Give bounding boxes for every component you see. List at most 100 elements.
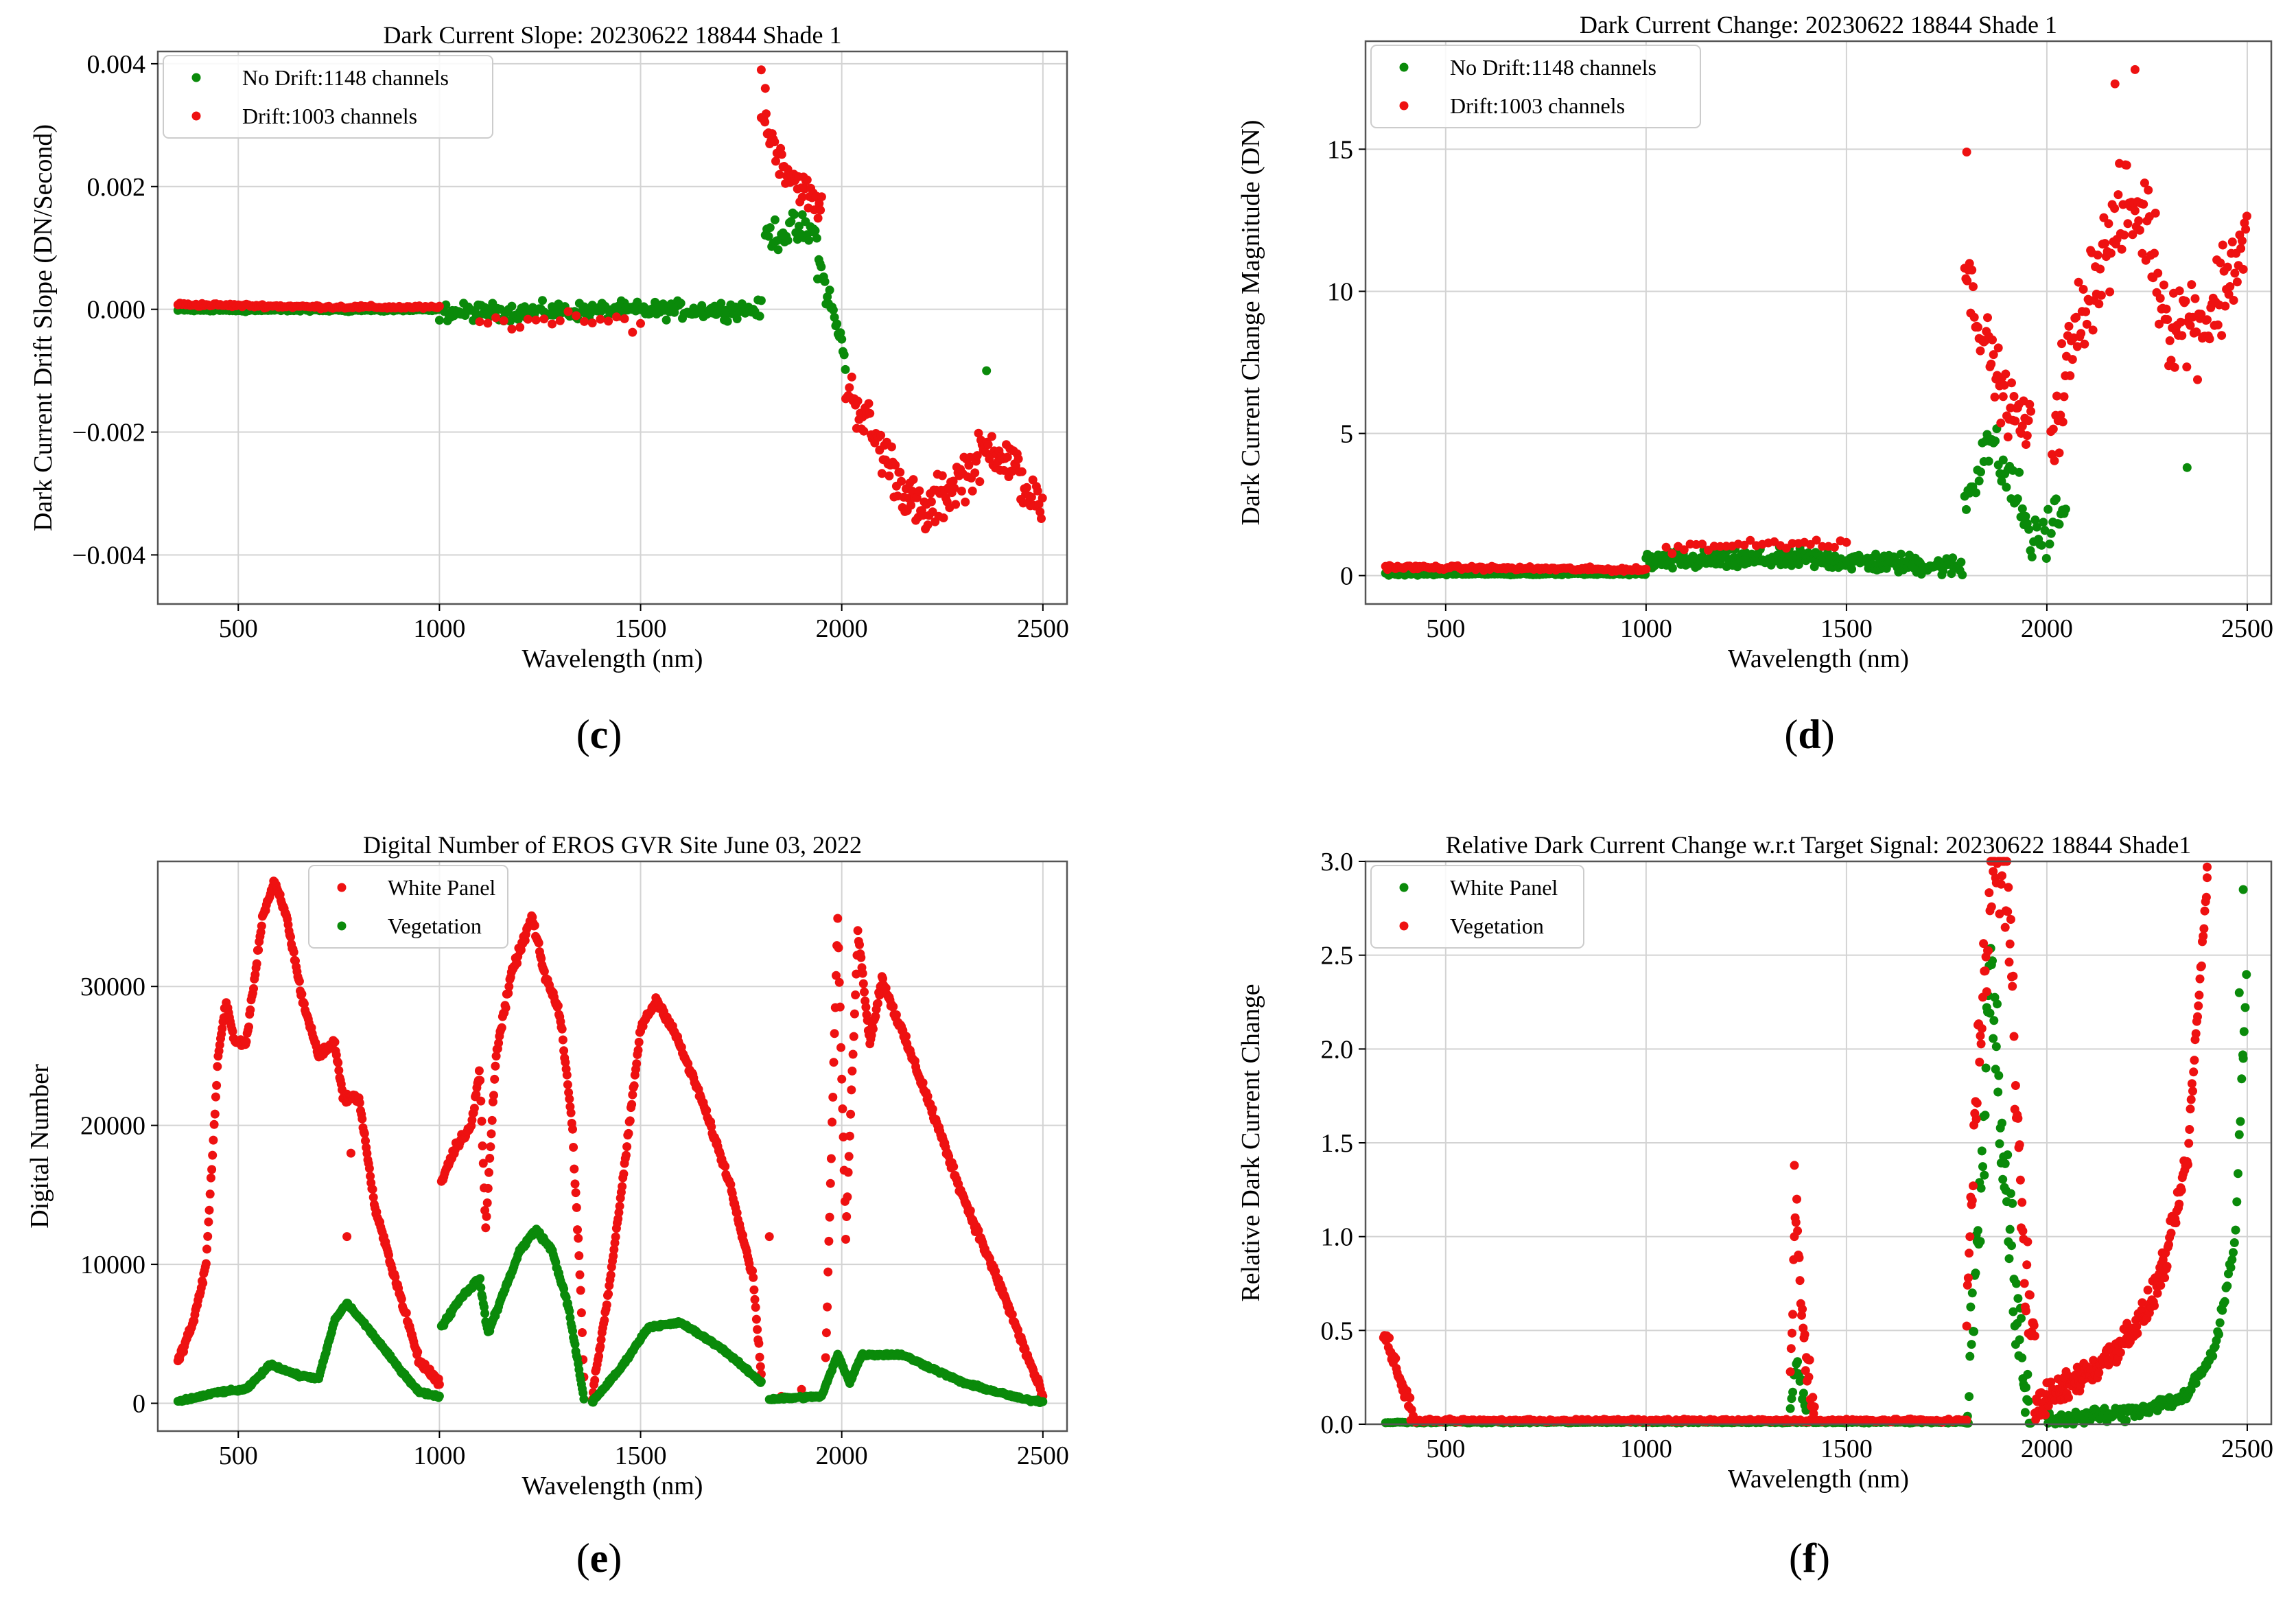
- data-point: [937, 471, 947, 480]
- data-point: [828, 305, 838, 315]
- data-point: [825, 1179, 835, 1188]
- data-point: [756, 296, 766, 305]
- data-point: [1033, 486, 1042, 496]
- data-point: [2041, 554, 2051, 563]
- data-point: [961, 497, 970, 507]
- data-point: [2220, 1297, 2229, 1306]
- data-point: [212, 1080, 222, 1090]
- data-point: [2011, 416, 2020, 426]
- data-point: [580, 316, 589, 326]
- y-tick-label: 1.0: [1321, 1223, 1354, 1252]
- data-point: [2234, 988, 2244, 997]
- data-point: [838, 1104, 847, 1113]
- data-point: [2162, 304, 2171, 314]
- data-point: [732, 1208, 742, 1218]
- data-point: [476, 1076, 485, 1085]
- data-point: [494, 1038, 504, 1048]
- data-point: [1998, 1118, 2006, 1128]
- data-point: [2229, 1248, 2238, 1257]
- data-point: [609, 1245, 619, 1254]
- data-point: [604, 1289, 613, 1299]
- data-point: [487, 1115, 497, 1125]
- data-point: [1788, 1387, 1798, 1397]
- data-point: [1038, 494, 1047, 503]
- data-point: [624, 1128, 633, 1138]
- y-tick-label: 3.0: [1321, 848, 1354, 877]
- data-point: [2015, 1335, 2024, 1345]
- data-point: [2177, 331, 2187, 340]
- data-point: [970, 468, 980, 478]
- data-point: [2122, 161, 2131, 170]
- panel-label: (e): [576, 1535, 622, 1581]
- data-point: [1793, 1357, 1803, 1367]
- data-point: [847, 1066, 857, 1076]
- data-point: [2176, 317, 2186, 327]
- data-point: [830, 1029, 839, 1038]
- data-point: [2104, 219, 2113, 229]
- data-point: [477, 1117, 487, 1126]
- data-point: [1976, 1039, 1986, 1049]
- data-point: [2166, 1229, 2176, 1238]
- data-point: [2017, 1353, 2027, 1362]
- data-point: [2008, 971, 2018, 981]
- data-point: [1661, 542, 1671, 552]
- data-point: [1984, 888, 1994, 898]
- data-point: [891, 1010, 901, 1019]
- data-point: [397, 1295, 406, 1304]
- data-point: [812, 233, 821, 243]
- data-point: [676, 299, 686, 308]
- data-point: [2004, 883, 2013, 892]
- legend-box: [1370, 45, 1701, 128]
- x-tick-label: 2500: [1017, 614, 1069, 643]
- data-point: [795, 222, 804, 231]
- data-point: [1808, 1393, 1818, 1402]
- data-point: [770, 137, 780, 147]
- legend-marker: [1399, 101, 1409, 111]
- data-point: [1978, 1162, 1987, 1172]
- data-point: [627, 1100, 637, 1109]
- data-point: [2234, 1169, 2242, 1179]
- legend-label: White Panel: [1450, 875, 1558, 900]
- data-point: [1963, 276, 1972, 286]
- data-point: [2039, 518, 2048, 527]
- data-point: [491, 1052, 501, 1061]
- data-point: [2236, 1117, 2245, 1126]
- data-point: [2208, 1351, 2218, 1361]
- data-point: [358, 1114, 367, 1124]
- data-point: [1977, 1024, 1987, 1033]
- data-point: [604, 316, 613, 326]
- data-point: [1969, 1327, 1979, 1336]
- data-point: [2226, 1263, 2236, 1273]
- data-point: [2094, 1368, 2104, 1378]
- data-point: [877, 469, 887, 478]
- data-point: [848, 1049, 858, 1059]
- data-point: [2162, 1262, 2172, 1271]
- data-point: [859, 426, 869, 436]
- data-point: [573, 1225, 582, 1235]
- data-point: [983, 440, 993, 450]
- data-point: [846, 1109, 856, 1119]
- data-point: [548, 319, 557, 329]
- data-point: [2008, 982, 2017, 991]
- data-point: [244, 1022, 253, 1032]
- data-point: [2195, 974, 2205, 984]
- data-point: [764, 231, 773, 241]
- data-point: [2027, 552, 2037, 561]
- data-point: [590, 1375, 600, 1385]
- data-point: [1998, 1174, 2008, 1184]
- data-point: [2093, 251, 2102, 260]
- data-point: [1990, 393, 2000, 402]
- legend-marker: [191, 73, 201, 82]
- data-point: [504, 982, 514, 991]
- data-point: [1641, 564, 1651, 574]
- x-tick-label: 1000: [413, 1441, 465, 1470]
- data-point: [2009, 1032, 2019, 1041]
- data-point: [2009, 392, 2019, 401]
- data-point: [878, 974, 887, 984]
- data-point: [845, 1131, 854, 1141]
- data-point: [2007, 378, 2016, 388]
- data-point: [753, 1325, 762, 1334]
- data-point: [2177, 1185, 2186, 1195]
- data-point: [775, 170, 784, 179]
